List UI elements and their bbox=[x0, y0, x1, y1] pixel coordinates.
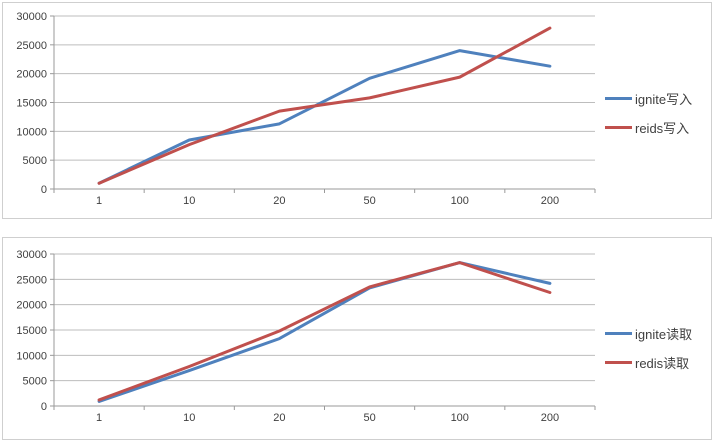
y-axis-tick-label: 30000 bbox=[16, 11, 47, 23]
series-line-1 bbox=[97, 26, 552, 185]
x-axis-tick-label: 200 bbox=[541, 195, 559, 207]
y-axis-tick-label: 10000 bbox=[16, 350, 47, 362]
legend-line-swatch bbox=[605, 97, 632, 100]
y-axis-tick-label: 20000 bbox=[16, 300, 47, 312]
x-axis-tick-label: 10 bbox=[183, 195, 195, 207]
x-axis-tick-label: 1 bbox=[96, 195, 102, 207]
legend-line-swatch bbox=[605, 332, 632, 335]
y-axis-tick-label: 25000 bbox=[16, 40, 47, 52]
y-axis-tick-label: 0 bbox=[41, 401, 47, 413]
legend-line-swatch bbox=[605, 126, 632, 129]
legend-item-ignite-read: ignite读取 bbox=[605, 324, 707, 343]
y-axis-tick-label: 15000 bbox=[16, 98, 47, 110]
legend-item-redis-write: reids写入 bbox=[605, 118, 707, 137]
x-axis-tick-label: 1 bbox=[96, 412, 102, 424]
write-chart-legend: ignite写入 reids写入 bbox=[605, 89, 707, 137]
x-axis-tick-label: 50 bbox=[363, 412, 375, 424]
write-chart-canvas: 0 5000 10000 15000 20000 25000 30000 1 10 20 50 100… bbox=[16, 11, 596, 207]
y-axis-tick-label: 0 bbox=[41, 184, 47, 196]
y-axis-tick-label: 25000 bbox=[16, 274, 47, 286]
x-axis-tick-label: 20 bbox=[273, 195, 285, 207]
legend-label: reids写入 bbox=[635, 121, 690, 136]
legend-item-redis-read: redis读取 bbox=[605, 353, 707, 372]
series-line-0 bbox=[97, 49, 552, 185]
y-axis-tick-label: 10000 bbox=[16, 126, 47, 138]
legend-label: redis读取 bbox=[635, 356, 690, 371]
write-performance-chart: 0 5000 10000 15000 20000 25000 30000 1 10 20 50 100… bbox=[2, 2, 712, 219]
legend-item-ignite-write: ignite写入 bbox=[605, 89, 707, 108]
x-axis-tick-label: 10 bbox=[183, 412, 195, 424]
legend-line-swatch bbox=[605, 361, 632, 364]
y-axis-tick-label: 15000 bbox=[16, 325, 47, 337]
series-line-1 bbox=[97, 261, 552, 402]
read-chart-legend: ignite读取 redis读取 bbox=[605, 324, 707, 372]
legend-label: ignite读取 bbox=[635, 327, 693, 342]
x-axis-tick-label: 100 bbox=[451, 195, 469, 207]
x-axis-tick-label: 50 bbox=[363, 195, 375, 207]
x-axis-tick-label: 20 bbox=[273, 412, 285, 424]
legend-label: ignite写入 bbox=[635, 92, 693, 107]
x-axis-tick-label: 100 bbox=[451, 412, 469, 424]
y-axis-tick-label: 5000 bbox=[23, 155, 47, 167]
y-axis-tick-label: 5000 bbox=[23, 376, 47, 388]
read-performance-chart: 0 5000 10000 15000 20000 25000 30000 1 10 20 50 100… bbox=[2, 237, 712, 440]
y-axis-tick-label: 30000 bbox=[16, 249, 47, 261]
read-chart-canvas: 0 5000 10000 15000 20000 25000 30000 1 10 20 50 100… bbox=[16, 249, 596, 424]
y-axis-tick-label: 20000 bbox=[16, 69, 47, 81]
x-axis-tick-label: 200 bbox=[541, 412, 559, 424]
